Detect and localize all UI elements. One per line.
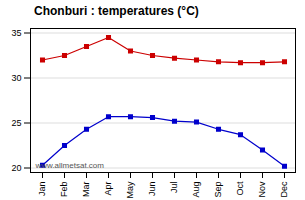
svg-text:Apr: Apr	[103, 182, 113, 196]
svg-text:May: May	[125, 181, 135, 199]
svg-text:Feb: Feb	[59, 182, 69, 198]
svg-text:20: 20	[11, 163, 21, 173]
svg-text:Jun: Jun	[147, 182, 157, 197]
svg-text:Jul: Jul	[169, 182, 179, 194]
svg-text:30: 30	[11, 73, 21, 83]
html-text:Chonburi : temperatures (°C): Chonburi : temperatures (°C)	[34, 4, 199, 18]
svg-text:www.allmetsat.com: www.allmetsat.com	[35, 161, 105, 170]
svg-text:35: 35	[11, 28, 21, 38]
svg-text:Jan: Jan	[37, 182, 47, 197]
svg-text:Dec: Dec	[279, 181, 289, 198]
svg-text:25: 25	[11, 118, 21, 128]
svg-text:Nov: Nov	[257, 181, 267, 198]
svg-text:Mar: Mar	[81, 181, 91, 197]
svg-text:Aug: Aug	[191, 182, 201, 198]
svg-text:Sep: Sep	[213, 182, 223, 198]
svg-text:Oct: Oct	[235, 181, 245, 196]
